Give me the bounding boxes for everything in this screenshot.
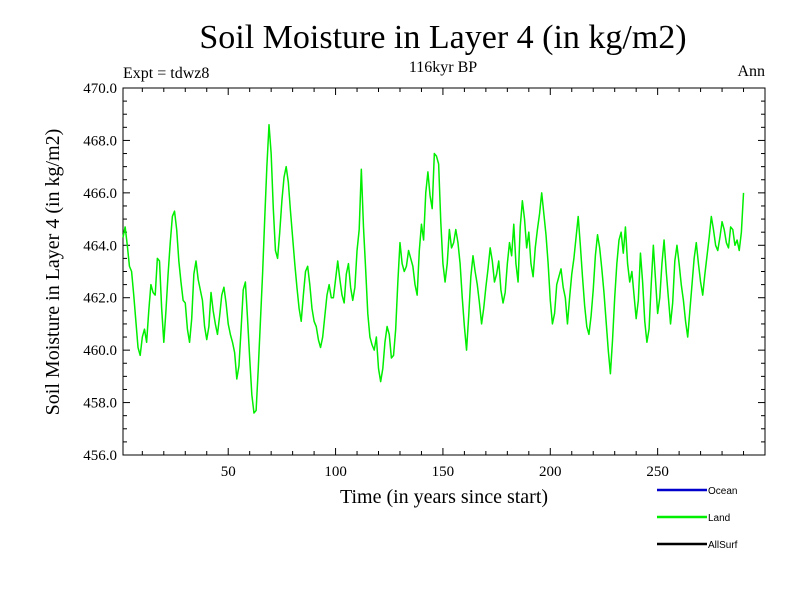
y-tick-label: 466.0 [83, 186, 117, 202]
y-tick-label: 456.0 [83, 448, 117, 464]
x-tick-label: 100 [324, 464, 347, 480]
y-tick-label: 462.0 [83, 291, 117, 307]
chart-subtitle: 116kyr BP [409, 59, 477, 76]
legend-label-land: Land [708, 513, 730, 524]
plot-area: 50 100 150 200 250 456.0 458.0 460.0 462.0 464.0 4… [83, 81, 766, 480]
period-label: Ann [737, 63, 765, 80]
chart-title: Soil Moisture in Layer 4 (in kg/m2) [199, 19, 686, 56]
legend-label-ocean: Ocean [708, 486, 737, 497]
y-tick-label: 460.0 [83, 343, 117, 359]
experiment-label: Expt = tdwz8 [123, 65, 209, 82]
y-tick-label: 470.0 [83, 81, 117, 97]
series-line-land [122, 123, 745, 414]
y-axis-label: Soil Moisture in Layer 4 (in kg/m2) [42, 129, 64, 416]
x-axis-label: Time (in years since start) [340, 486, 548, 508]
y-tick-label: 464.0 [83, 238, 117, 254]
x-tick-label: 150 [432, 464, 455, 480]
legend: Ocean Land AllSurf [657, 486, 738, 551]
legend-label-allsurf: AllSurf [708, 540, 738, 551]
x-tick-label: 250 [646, 464, 669, 480]
y-tick-label: 458.0 [83, 396, 117, 412]
x-tick-label: 50 [221, 464, 236, 480]
x-tick-label: 200 [539, 464, 562, 480]
y-tick-label: 468.0 [83, 133, 117, 149]
